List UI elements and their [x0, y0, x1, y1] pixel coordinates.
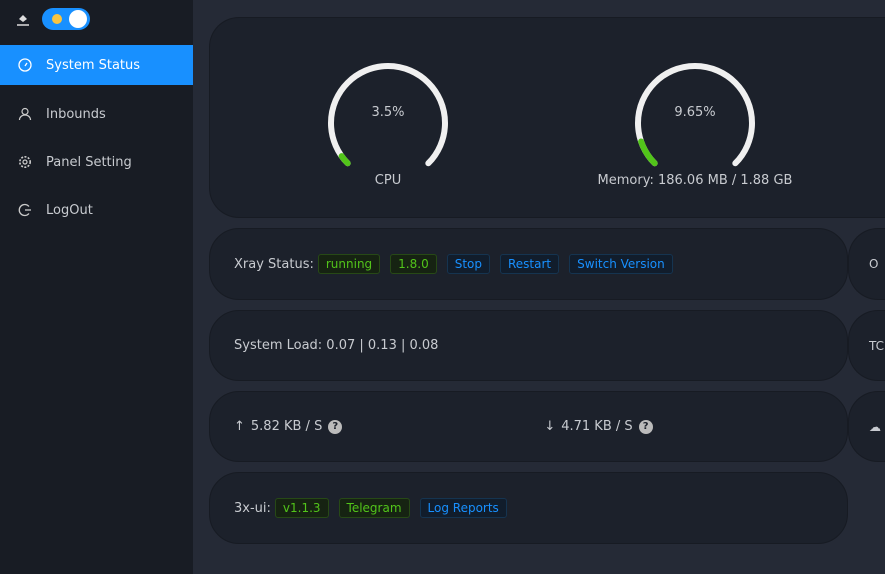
partial-card: TC	[848, 310, 885, 381]
sidebar-item-panel-setting[interactable]: Panel Setting	[0, 142, 193, 182]
sidebar-item-logout[interactable]: LogOut	[0, 190, 193, 230]
restart-button[interactable]: Restart	[500, 254, 560, 274]
arrow-down-icon: ↓	[544, 419, 556, 434]
xray-version-badge: 1.8.0	[390, 254, 437, 274]
log-reports-button[interactable]: Log Reports	[419, 498, 507, 518]
partial-card: O	[848, 228, 885, 300]
app-info-card: 3x-ui: v1.1.3 Telegram Log Reports	[209, 472, 848, 544]
dashboard-icon	[18, 58, 32, 72]
cpu-gauge-ring	[328, 63, 448, 167]
cpu-gauge: 3.5% CPU	[318, 53, 458, 188]
theme-toggle[interactable]	[42, 8, 90, 30]
user-icon	[18, 107, 32, 121]
stop-button[interactable]: Stop	[446, 254, 490, 274]
switch-version-button[interactable]: Switch Version	[569, 254, 673, 274]
help-icon[interactable]: ?	[638, 419, 653, 434]
memory-gauge-ring	[635, 63, 755, 167]
traffic-speed-card: ↑ 5.82 KB / S ? ↓ 4.71 KB / S ?	[209, 391, 848, 462]
gauge-fill	[638, 138, 658, 167]
gauge-track	[635, 63, 755, 167]
paint-bucket-icon	[17, 15, 29, 26]
system-load-card: System Load: 0.07 | 0.13 | 0.08	[209, 310, 848, 381]
theme-switcher	[16, 8, 90, 30]
sidebar: System Status Inbounds Panel Setting Log…	[0, 0, 193, 574]
app-version-badge[interactable]: v1.1.3	[274, 498, 329, 518]
sidebar-item-system-status[interactable]: System Status	[0, 45, 193, 85]
telegram-link[interactable]: Telegram	[338, 498, 410, 518]
cloud-upload-icon: ☁	[869, 419, 881, 434]
sidebar-item-inbounds[interactable]: Inbounds	[0, 94, 193, 134]
arrow-up-icon: ↑	[234, 419, 245, 434]
usage-card: 3.5% CPU 9.65% Memory: 186.06 MB / 1.88 …	[209, 17, 885, 218]
gauge-fill	[338, 153, 351, 167]
sun-icon	[52, 14, 62, 24]
logout-icon	[18, 203, 31, 217]
gauge-track	[328, 63, 448, 167]
partial-card: ☁	[848, 391, 885, 462]
help-icon[interactable]: ?	[328, 419, 343, 434]
memory-gauge: 9.65% Memory: 186.06 MB / 1.88 GB	[598, 53, 792, 188]
xray-status-badge: running	[317, 254, 381, 274]
xray-status-card: Xray Status: running 1.8.0 Stop Restart …	[209, 228, 848, 300]
gear-icon	[19, 156, 31, 168]
